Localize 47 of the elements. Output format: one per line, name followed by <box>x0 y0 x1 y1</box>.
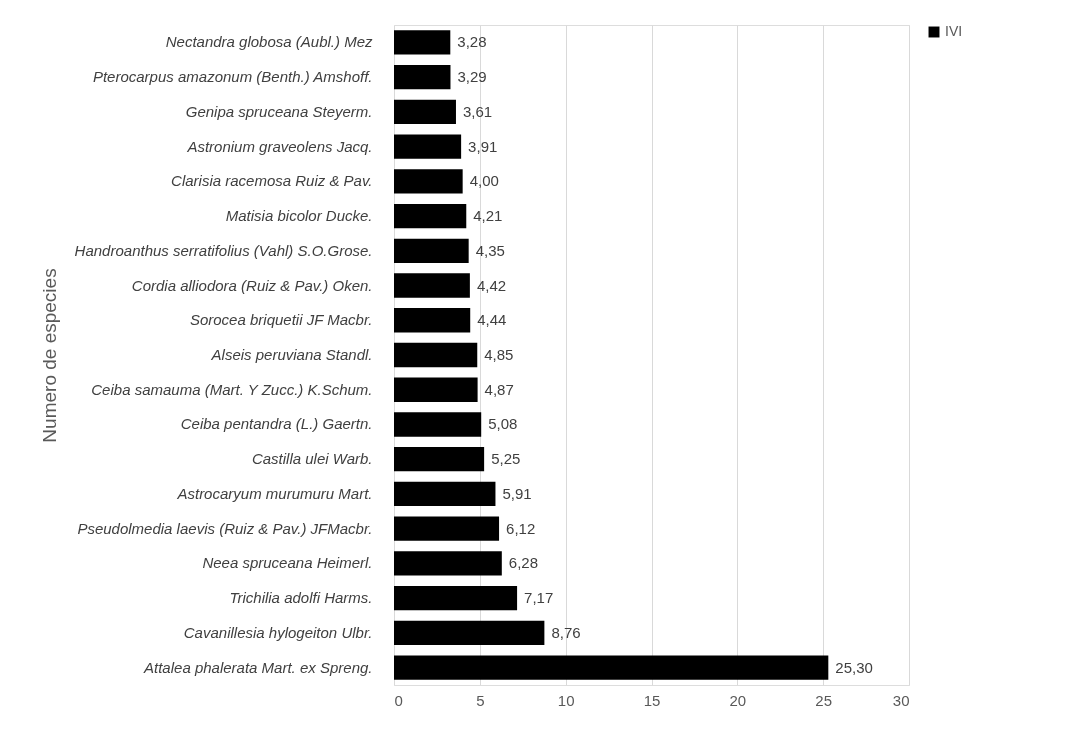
data-label: 4,35 <box>475 241 505 259</box>
data-label: 3,91 <box>468 137 498 155</box>
legend-label: IVI <box>945 23 963 39</box>
data-label: 3,61 <box>462 102 493 120</box>
data-label: 4,87 <box>484 380 514 398</box>
y-tick-label: Genipa spruceana Steyerm. <box>185 102 373 120</box>
y-tick-label: Castilla ulei Warb. <box>251 450 373 468</box>
y-tick-label: Matisia bicolor Ducke. <box>225 207 373 225</box>
data-label: 4,44 <box>477 311 507 329</box>
data-label: 25,30 <box>835 658 873 676</box>
x-tick-label: 5 <box>476 691 485 709</box>
y-tick-label: Pseudolmedia laevis (Ruiz & Pav.) JFMacbr. <box>77 519 373 537</box>
data-label: 4,00 <box>469 172 499 190</box>
y-tick-label: Astrocaryum murumuru Mart. <box>176 484 373 502</box>
y-tick-label: Ceiba samauma (Mart. Y Zucc.) K.Schum. <box>91 380 373 398</box>
y-tick-label: Cavanillesia hylogeiton Ulbr. <box>183 623 373 641</box>
y-axis-title: Numero de especies <box>38 268 60 443</box>
y-tick-label: Astronium graveolens Jacq. <box>186 137 373 155</box>
y-tick-label: Nectandra globosa (Aubl.) Mez <box>165 33 373 51</box>
data-label: 6,28 <box>508 554 539 572</box>
data-label: 4,21 <box>473 207 503 225</box>
x-tick-label: 10 <box>557 691 575 709</box>
x-tick-label: 25 <box>815 691 833 709</box>
y-tick-label: Ceiba pentandra (L.) Gaertn. <box>180 415 373 433</box>
y-tick-label: Alseis peruviana Standl. <box>210 346 373 363</box>
x-tick-label: 15 <box>643 691 661 709</box>
data-label: 8,76 <box>551 623 581 641</box>
y-tick-label: Handroanthus serratifolius (Vahl) S.O.Grose. <box>74 241 373 259</box>
data-label: 4,85 <box>484 346 514 363</box>
y-tick-label: Pterocarpus amazonum (Benth.) Amshoff. <box>92 68 373 86</box>
y-tick-label: Sorocea briquetii JF Macbr. <box>189 311 373 329</box>
data-label: 3,28 <box>457 33 487 51</box>
y-tick-label: Cordia alliodora (Ruiz & Pav.) Oken. <box>131 276 373 294</box>
data-label: 5,08 <box>488 415 518 433</box>
data-label: 7,17 <box>524 589 554 607</box>
data-label: 6,12 <box>506 519 536 537</box>
data-label: 5,25 <box>491 450 521 468</box>
y-tick-label: Clarisia racemosa Ruiz & Pav. <box>171 172 373 190</box>
data-label: 3,29 <box>457 68 487 86</box>
y-tick-label: Neea spruceana Heimerl. <box>202 554 373 572</box>
x-tick-label: 20 <box>729 691 747 709</box>
x-tick-label: 0 <box>394 691 403 709</box>
data-label: 5,91 <box>502 484 532 502</box>
y-tick-label: Attalea phalerata Mart. ex Spreng. <box>143 658 373 676</box>
y-tick-label: Trichilia adolfi Harms. <box>229 589 373 607</box>
x-tick-label: 30 <box>892 691 910 709</box>
data-label: 4,42 <box>476 276 507 294</box>
